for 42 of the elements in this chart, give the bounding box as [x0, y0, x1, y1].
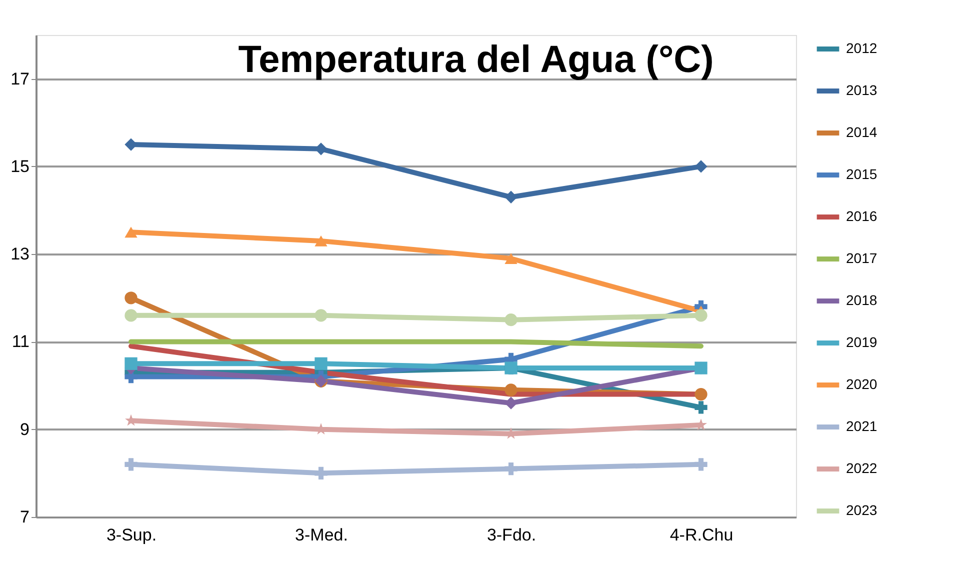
legend-label: 2017 — [846, 250, 878, 266]
y-tick-label: 7 — [20, 508, 30, 526]
point — [694, 401, 708, 414]
point — [314, 357, 328, 370]
x-tick-label: 3-Fdo. — [486, 526, 536, 544]
legend-label: 2022 — [846, 460, 878, 476]
y-tick-label: 17 — [10, 69, 30, 88]
point — [124, 226, 138, 238]
point — [694, 458, 708, 471]
point — [314, 466, 328, 480]
point — [124, 458, 138, 471]
point — [124, 309, 138, 322]
legend-label: 2018 — [846, 292, 878, 308]
chart-title: Temperatura del Agua (°C) — [238, 39, 714, 81]
point — [504, 384, 518, 396]
point — [694, 160, 708, 173]
point — [124, 292, 138, 304]
x-tick-label: 3-Med. — [295, 526, 348, 544]
legend-label: 2021 — [846, 418, 878, 434]
point — [504, 190, 518, 204]
x-tick-label: 4-R.Chu — [670, 526, 734, 544]
x-tick-label: 3-Sup. — [106, 526, 157, 544]
point — [314, 235, 328, 246]
point — [124, 357, 138, 370]
legend-label: 2015 — [846, 166, 878, 182]
legend-label: 2023 — [846, 502, 878, 518]
y-tick-label: 15 — [10, 156, 30, 176]
point — [504, 252, 518, 264]
legend-label: 2012 — [846, 40, 878, 56]
point — [504, 462, 518, 476]
point — [694, 309, 708, 322]
legend-label: 2020 — [846, 376, 878, 392]
point — [314, 309, 328, 322]
legend-label: 2019 — [846, 334, 878, 350]
legend-label: 2016 — [846, 208, 878, 224]
y-tick-label: 9 — [20, 420, 30, 439]
legend-label: 2014 — [846, 124, 878, 140]
y-tick-label: 13 — [10, 244, 30, 264]
y-tick-label: 11 — [12, 332, 30, 352]
legend-label: 2013 — [846, 82, 878, 98]
point — [694, 388, 708, 401]
point — [504, 314, 518, 326]
